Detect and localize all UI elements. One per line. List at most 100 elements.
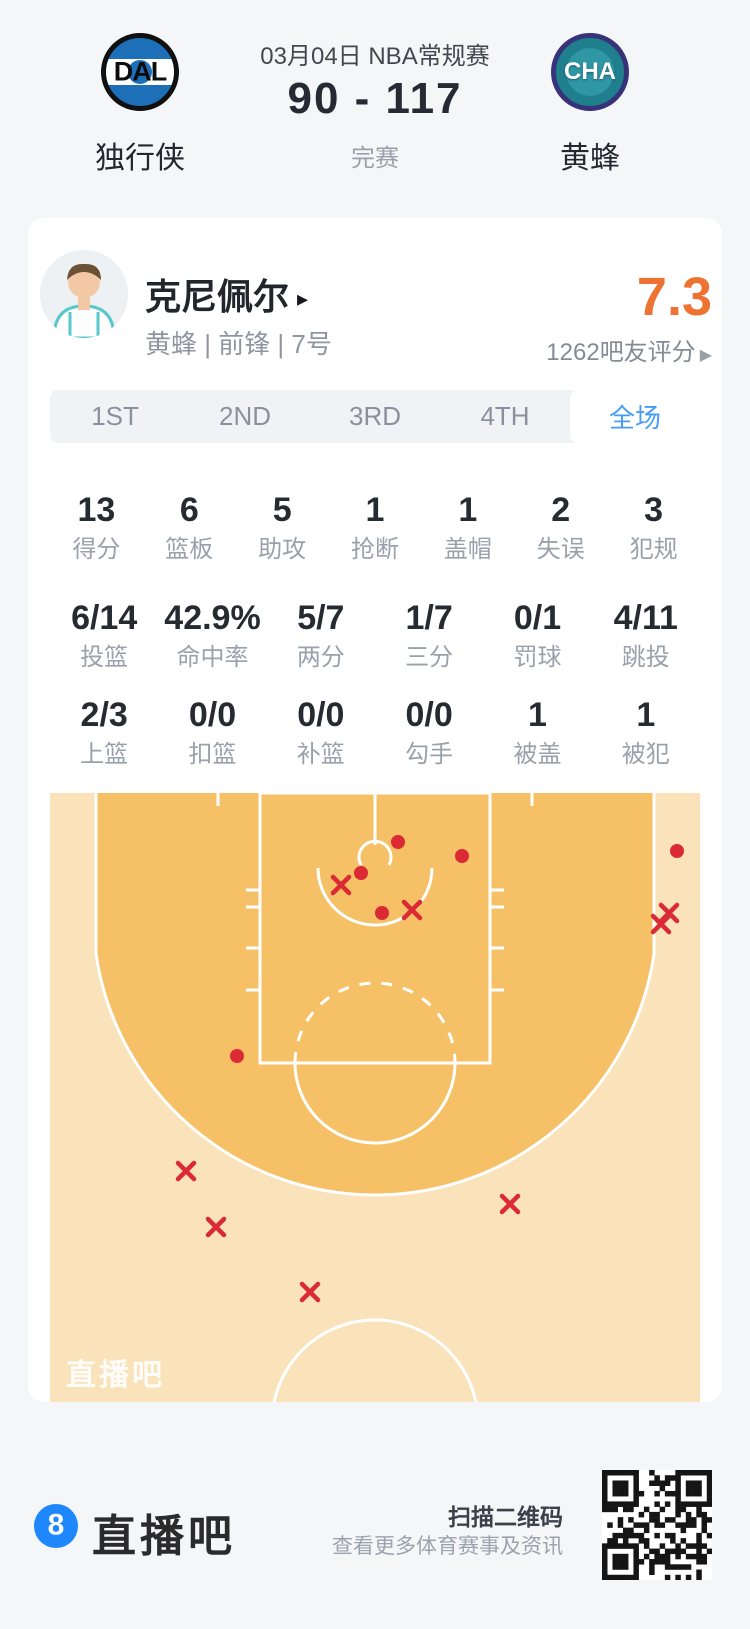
stat-value: 0/0 [297, 696, 345, 734]
match-score: 90 - 117 [287, 74, 463, 123]
stat-label: 投篮 [80, 644, 129, 671]
court-inside-arc-area [96, 793, 654, 1195]
center-circle [272, 1318, 478, 1402]
stat-value: 2 [551, 491, 571, 529]
qr-subtitle: 查看更多体育赛事及资讯 [332, 1535, 563, 1558]
stat-cell-上篮: 2/3 上篮 [50, 697, 158, 768]
stat-value: 5 [272, 491, 292, 529]
stat-cell-被犯: 1 被犯 [592, 697, 700, 768]
zhibo8-logo-icon: 8 [34, 1504, 78, 1548]
stat-label: 被犯 [621, 741, 670, 768]
away-team-abbr: CHA [564, 58, 616, 85]
stat-cell-补篮: 0/0 补篮 [267, 697, 375, 768]
player-avatar[interactable] [40, 250, 128, 338]
stat-label: 跳投 [621, 644, 670, 671]
stat-label: 罚球 [513, 644, 562, 671]
stat-cell-扣篮: 0/0 扣篮 [158, 697, 266, 768]
dal-logo-dot [128, 60, 152, 84]
stat-value: 4/11 [613, 599, 678, 637]
tab-2nd[interactable]: 2ND [218, 401, 271, 431]
missed-shot-x [205, 1216, 227, 1238]
stat-label: 得分 [72, 536, 121, 563]
stat-label: 抢断 [351, 536, 399, 563]
free-throw-circle-solid [293, 1062, 457, 1145]
lane-hash-marks [246, 888, 504, 992]
cha-logo-inner [566, 48, 614, 96]
stat-cell-勾手: 0/0 勾手 [375, 697, 483, 768]
stats-row-detail: 2/3 上篮 0/0 扣篮 0/0 补篮 0/0 勾手 1 被盖 1 被犯 [50, 697, 700, 768]
made-shot-dot [230, 1049, 244, 1063]
stat-label: 两分 [296, 644, 345, 671]
made-shot-dot [375, 906, 389, 920]
stat-cell-两分: 5/7 两分 [267, 600, 375, 671]
tab-3rd[interactable]: 3RD [348, 401, 401, 431]
player-name-row[interactable]: 克尼佩尔 ▸ [145, 268, 308, 320]
stat-label: 补篮 [296, 741, 345, 768]
missed-shot-x [175, 1160, 197, 1182]
stat-cell-篮板: 6 篮板 [143, 492, 236, 563]
stat-label: 扣篮 [188, 741, 237, 768]
stat-value: 2/3 [80, 696, 128, 734]
qr-code [602, 1470, 712, 1580]
stat-label: 上篮 [80, 741, 129, 768]
stat-cell-失误: 2 失误 [514, 492, 607, 563]
tab-1st[interactable]: 1ST [91, 401, 139, 431]
stat-cell-跳投: 4/11 跳投 [592, 600, 700, 671]
player-name: 克尼佩尔 [145, 276, 290, 317]
player-name-arrow-icon: ▸ [297, 286, 309, 311]
stat-cell-三分: 1/7 三分 [375, 600, 483, 671]
court-watermark: 直播吧 [66, 1359, 165, 1392]
hoop-rim-arc [357, 839, 393, 866]
home-team-name: 独行侠 [95, 142, 185, 175]
stat-cell-抢断: 1 抢断 [329, 492, 422, 563]
stats-row-shooting: 6/14 投篮 42.9% 命中率 5/7 两分 1/7 三分 0/1 罚球 4/11 跳投 [50, 600, 700, 671]
away-team-logo: CHA [551, 33, 629, 111]
quarter-tabbar: 1ST 2ND 3RD 4TH 全场 [50, 390, 700, 443]
stat-cell-助攻: 5 助攻 [236, 492, 329, 563]
court-lines [94, 793, 656, 1402]
stat-label: 犯规 [629, 536, 678, 563]
stat-value: 0/0 [405, 696, 453, 734]
tab-全场[interactable]: 全场 [570, 390, 700, 443]
match-status: 完赛 [351, 145, 399, 172]
missed-shot-x [401, 899, 423, 921]
stat-value: 5/7 [297, 599, 345, 637]
away-team-name: 黄蜂 [560, 142, 620, 175]
stat-value: 1 [365, 491, 385, 529]
stat-value: 13 [77, 491, 116, 529]
stat-value: 1 [636, 696, 656, 734]
player-rating: 7.3 [636, 267, 712, 327]
stat-label: 盖帽 [443, 536, 492, 563]
stat-label: 命中率 [176, 644, 249, 671]
made-shot-dot [354, 866, 368, 880]
stat-label: 失误 [536, 536, 585, 563]
stat-value: 42.9% [164, 599, 261, 637]
zhibo8-logo-glyph: 8 [47, 1508, 65, 1542]
stat-cell-得分: 13 得分 [50, 492, 143, 563]
stat-value: 6 [179, 491, 199, 529]
tab-4th[interactable]: 4TH [480, 401, 530, 431]
stat-label: 勾手 [405, 741, 454, 768]
home-team-logo: DAL [101, 33, 179, 111]
missed-shot-x [330, 874, 352, 896]
footer-brand: 直播吧 [92, 1512, 236, 1561]
stat-label: 被盖 [513, 741, 562, 768]
missed-shot-x [499, 1193, 521, 1215]
stat-value: 1/7 [405, 599, 453, 637]
stat-value: 1 [528, 696, 547, 734]
shot-chart-court [50, 793, 700, 1402]
stat-cell-命中率: 42.9% 命中率 [158, 600, 266, 671]
rating-arrow-icon: ▶ [699, 347, 712, 364]
player-meta: 黄蜂 | 前锋 | 7号 [145, 329, 332, 359]
player-photo-placeholder [40, 250, 128, 338]
stat-cell-犯规: 3 犯规 [607, 492, 700, 563]
stat-value: 0/1 [513, 599, 562, 637]
stat-cell-罚球: 0/1 罚球 [483, 600, 591, 671]
paint-key-rect [258, 793, 492, 1065]
qr-title: 扫描二维码 [448, 1504, 563, 1530]
made-shot-dot [455, 849, 469, 863]
player-rating-info[interactable]: 1262吧友评分 ▶ [392, 332, 712, 367]
missed-shot-x [650, 913, 672, 935]
home-team-abbr: DAL [113, 56, 168, 87]
